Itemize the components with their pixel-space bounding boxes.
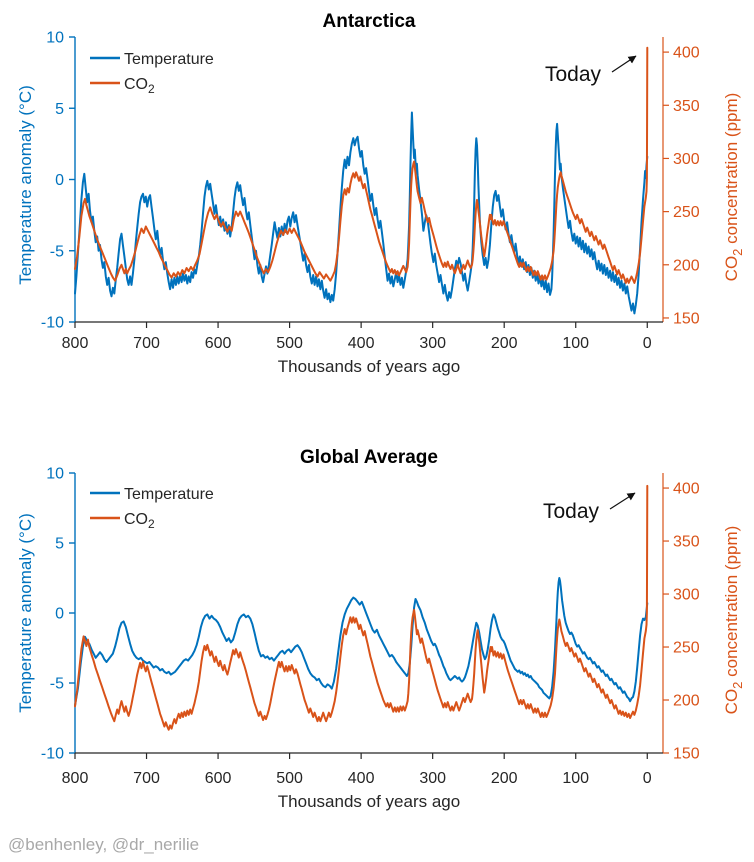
y-tick-label: 0: [55, 172, 64, 189]
x-axis-label: Thousands of years ago: [278, 357, 460, 376]
today-arrow: [611, 55, 637, 73]
x-tick-label: 300: [419, 770, 446, 787]
axes: 10 5 0 -5 -10 400 350 300 250 200 150 800 700 600 500 4…: [41, 30, 700, 353]
left-axis-label: Temperature anomaly (°C): [16, 513, 35, 713]
y-tick-label: -5: [50, 676, 64, 693]
x-tick-label: 500: [276, 335, 303, 352]
y2-tick-label: 150: [673, 746, 700, 763]
chart-antarctica: Antarctica 10 5 0 -5 -10 400 350 300 250 200 150 80…: [16, 11, 745, 376]
attribution: @benhenley, @dr_nerilie: [8, 835, 199, 854]
y2-tick-label: 250: [673, 640, 700, 657]
y-tick-label: 10: [46, 466, 64, 483]
series-lines: [74, 484, 649, 731]
right-axis-label: CO2 concentration (ppm): [722, 93, 745, 282]
series-lines: [74, 46, 649, 315]
y2-tick-label: 400: [673, 45, 700, 62]
x-tick-label: 100: [562, 335, 589, 352]
series-co2: [74, 46, 649, 284]
chart-title: Global Average: [300, 447, 438, 468]
today-annotation: Today: [543, 492, 636, 523]
x-tick-label: 300: [419, 335, 446, 352]
x-tick-label: 200: [491, 335, 518, 352]
legend-temperature-label: Temperature: [124, 486, 214, 503]
series-co2: [74, 484, 649, 731]
x-tick-label: 0: [643, 335, 652, 352]
x-tick-label: 500: [276, 770, 303, 787]
right-axis-label: CO2 concentration (ppm): [722, 526, 745, 715]
legend-co2-label: CO2: [124, 511, 155, 531]
y-tick-label: 0: [55, 606, 64, 623]
x-tick-label: 600: [205, 335, 232, 352]
legend-co2-label: CO2: [124, 76, 155, 96]
y2-tick-label: 200: [673, 257, 700, 274]
series-temperature: [74, 577, 649, 707]
chart-global-average: Global Average 10 5 0 -5 -10 400 350 300 250 200 1…: [16, 447, 745, 811]
legend-temperature-label: Temperature: [124, 51, 214, 68]
x-tick-label: 400: [348, 770, 375, 787]
x-tick-label: 0: [643, 770, 652, 787]
x-tick-label: 700: [133, 770, 160, 787]
x-tick-label: 200: [491, 770, 518, 787]
chart-title: Antarctica: [323, 11, 416, 32]
y2-tick-label: 300: [673, 151, 700, 168]
y2-tick-label: 300: [673, 587, 700, 604]
y2-tick-label: 350: [673, 534, 700, 551]
series-temperature: [74, 111, 649, 315]
y2-tick-label: 350: [673, 98, 700, 115]
legend: Temperature CO2: [90, 51, 214, 96]
legend: Temperature CO2: [90, 486, 214, 531]
y-tick-label: -10: [41, 746, 64, 763]
x-tick-label: 100: [562, 770, 589, 787]
x-tick-label: 600: [205, 770, 232, 787]
today-label: Today: [543, 500, 600, 523]
today-label: Today: [545, 63, 602, 86]
y-tick-label: 10: [46, 30, 64, 47]
y-tick-label: 5: [55, 101, 64, 118]
x-tick-label: 800: [62, 335, 89, 352]
x-tick-label: 800: [62, 770, 89, 787]
today-annotation: Today: [545, 55, 637, 86]
x-tick-label: 400: [348, 335, 375, 352]
y-tick-label: -10: [41, 315, 64, 332]
y-tick-label: -5: [50, 243, 64, 260]
today-arrow: [609, 492, 636, 510]
y-tick-label: 5: [55, 536, 64, 553]
x-tick-label: 700: [133, 335, 160, 352]
y2-tick-label: 400: [673, 481, 700, 498]
y2-tick-label: 250: [673, 204, 700, 221]
y2-tick-label: 200: [673, 693, 700, 710]
left-axis-label: Temperature anomaly (°C): [16, 85, 35, 285]
x-axis-label: Thousands of years ago: [278, 792, 460, 811]
y2-tick-label: 150: [673, 310, 700, 327]
